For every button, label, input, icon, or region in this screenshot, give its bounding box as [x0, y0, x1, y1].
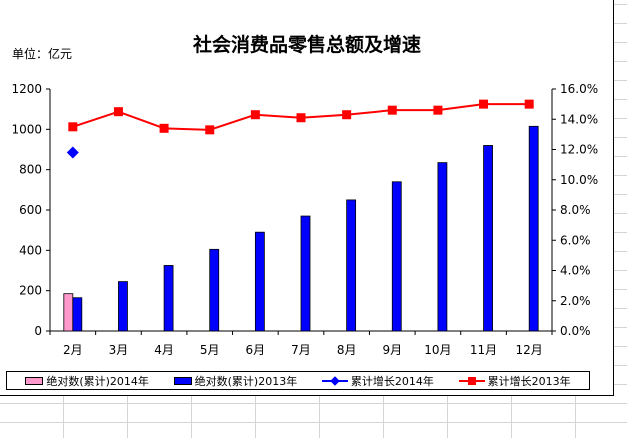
point-growth-2014-2月	[66, 146, 79, 159]
bar-2013-12月	[528, 125, 539, 332]
point-growth-2013-11月	[479, 99, 489, 109]
point-growth-2013-6月	[250, 110, 260, 120]
y-left-tick-label: 1200	[11, 82, 42, 96]
legend-item-line-2014: 累计增长2014年	[321, 373, 434, 389]
point-growth-2013-12月	[524, 99, 534, 109]
legend-item-line-2013: 累计增长2013年	[458, 373, 571, 389]
point-growth-2013-7月	[296, 113, 306, 123]
legend: 绝对数(累计)2014年 绝对数(累计)2013年 累计增长2014年 累计增长…	[6, 371, 590, 390]
x-tick-label: 7月	[291, 343, 311, 357]
plot-area: 0 200 400 600 800 1000 1200 0.0% 2.0% 4.0% 6.0% 8.0…	[11, 82, 598, 357]
point-growth-2013-3月	[113, 107, 123, 117]
x-tick-label: 8月	[337, 343, 357, 357]
x-tick-label: 3月	[109, 343, 129, 357]
unit-label: 单位：亿元	[12, 47, 73, 61]
y-left-tick-label: 0	[34, 324, 42, 338]
legend-swatch-line-2013	[458, 376, 485, 386]
point-growth-2013-5月	[205, 125, 215, 135]
point-growth-2013-9月	[387, 105, 397, 115]
y-left-tick-label: 200	[19, 284, 42, 298]
y-right-tick-label: 10.0%	[560, 173, 598, 187]
bar-2013-10月	[437, 162, 448, 332]
bar-2013-3月	[118, 281, 128, 332]
point-growth-2013-8月	[342, 110, 352, 120]
legend-label-bar-2014: 绝对数(累计)2014年	[46, 374, 149, 388]
legend-swatch-bar-2013	[173, 376, 192, 385]
bar-2013-7月	[300, 215, 311, 332]
x-tick-label: 10月	[424, 343, 451, 357]
y-right-tick-label: 2.0%	[560, 294, 591, 308]
x-tick-label: 2月	[63, 343, 83, 357]
x-tick-label: 6月	[246, 343, 266, 357]
legend-swatch-line-2014	[321, 375, 348, 386]
bar-2013-6月	[254, 231, 265, 332]
legend-swatch-bar-2014	[25, 376, 44, 385]
legend-label-bar-2013: 绝对数(累计)2013年	[194, 374, 298, 388]
legend-label-line-2014: 累计增长2014年	[350, 374, 434, 388]
bar-2014-2月	[63, 293, 74, 332]
chart-area[interactable]: 社会消费品零售总额及增速 单位：亿元 0 200 400 600 800 1000 1200…	[0, 0, 614, 396]
bar-2013-9月	[391, 181, 402, 332]
legend-item-bar-2013: 绝对数(累计)2013年	[173, 373, 298, 389]
y-right-tick-label: 16.0%	[560, 82, 598, 96]
bar-2013-4月	[163, 265, 174, 332]
x-tick-label: 11月	[470, 343, 497, 357]
y-left-tick-label: 1000	[11, 122, 42, 136]
y-left-tick-label: 400	[19, 243, 42, 257]
y-left-tick-label: 800	[19, 163, 42, 177]
legend-label-line-2013: 累计增长2013年	[487, 374, 571, 388]
y-right-tick-label: 4.0%	[560, 264, 591, 278]
point-growth-2013-10月	[433, 105, 443, 115]
bar-2013-5月	[209, 248, 220, 332]
x-tick-label: 4月	[154, 343, 174, 357]
x-tick-label: 12月	[516, 343, 543, 357]
y-right-tick-label: 12.0%	[560, 143, 598, 157]
point-growth-2013-2月	[68, 122, 78, 132]
bar-2013-8月	[346, 199, 357, 332]
y-right-tick-label: 0.0%	[560, 324, 591, 338]
y-left-tick-label: 600	[19, 203, 42, 217]
y-right-tick-label: 8.0%	[560, 203, 591, 217]
y-right-tick-label: 14.0%	[560, 112, 598, 126]
x-tick-label: 5月	[200, 343, 220, 357]
bar-2013-2月	[72, 297, 83, 332]
bar-2013-11月	[483, 145, 493, 332]
chart-title: 社会消费品零售总额及增速	[192, 34, 421, 56]
legend-item-bar-2014: 绝对数(累计)2014年	[25, 373, 149, 389]
x-tick-label: 9月	[382, 343, 402, 357]
point-growth-2013-4月	[159, 123, 169, 133]
y-right-tick-label: 6.0%	[560, 233, 591, 247]
